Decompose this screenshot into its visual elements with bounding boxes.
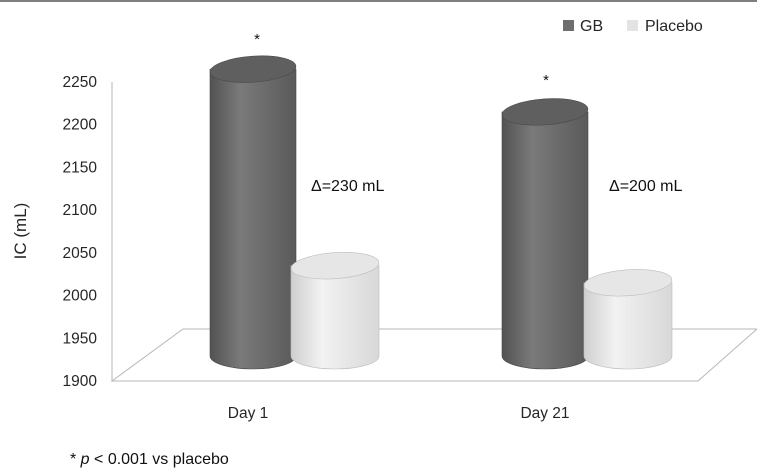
legend: GB Placebo bbox=[563, 18, 703, 35]
delta-annotation-day-1: Δ=230 mL bbox=[311, 178, 385, 195]
y-tick-label: 2000 bbox=[63, 288, 98, 305]
bar-body bbox=[501, 111, 589, 370]
footnote-p: p bbox=[80, 451, 90, 468]
bar-top-cap bbox=[501, 98, 589, 126]
y-tick-label: 2250 bbox=[63, 74, 98, 91]
bar-top-cap bbox=[583, 269, 673, 297]
y-axis-ticks: 1900 1950 2000 2050 2100 2150 2200 2250 bbox=[63, 74, 98, 390]
bar-body bbox=[209, 68, 297, 370]
bar-placebo-day-21 bbox=[583, 269, 673, 370]
legend-swatch-gb bbox=[563, 20, 574, 31]
bar-body bbox=[583, 282, 673, 370]
bar-placebo-day-1 bbox=[290, 252, 380, 370]
delta-annotation-day-21: Δ=200 mL bbox=[609, 178, 683, 195]
footnote-star: * bbox=[70, 451, 81, 468]
bar-gb-day-21 bbox=[501, 98, 589, 370]
y-tick-label: 2100 bbox=[63, 202, 98, 219]
footnote: * p < 0.001 vs placebo bbox=[70, 451, 229, 469]
bar-gb-day-1 bbox=[209, 55, 297, 370]
legend-swatch-placebo bbox=[627, 20, 638, 31]
significance-star-day-1: * bbox=[254, 31, 260, 48]
bar-top-cap bbox=[209, 55, 297, 83]
footnote-text: < 0.001 vs placebo bbox=[89, 451, 229, 468]
x-tick-label-day-21: Day 21 bbox=[520, 405, 569, 422]
legend-label-gb: GB bbox=[580, 18, 603, 35]
bar-top-cap bbox=[290, 252, 380, 280]
y-tick-label: 1900 bbox=[63, 373, 98, 390]
bar-body bbox=[290, 265, 380, 370]
y-axis-label: IC (mL) bbox=[11, 203, 30, 260]
y-tick-label: 2050 bbox=[63, 245, 98, 262]
y-tick-label: 2200 bbox=[63, 117, 98, 134]
x-tick-label-day-1: Day 1 bbox=[228, 405, 269, 422]
y-tick-label: 2150 bbox=[63, 159, 98, 176]
bar-series bbox=[209, 55, 673, 370]
legend-label-placebo: Placebo bbox=[645, 18, 703, 35]
significance-star-day-21: * bbox=[543, 72, 549, 89]
y-tick-label: 1950 bbox=[63, 330, 98, 347]
